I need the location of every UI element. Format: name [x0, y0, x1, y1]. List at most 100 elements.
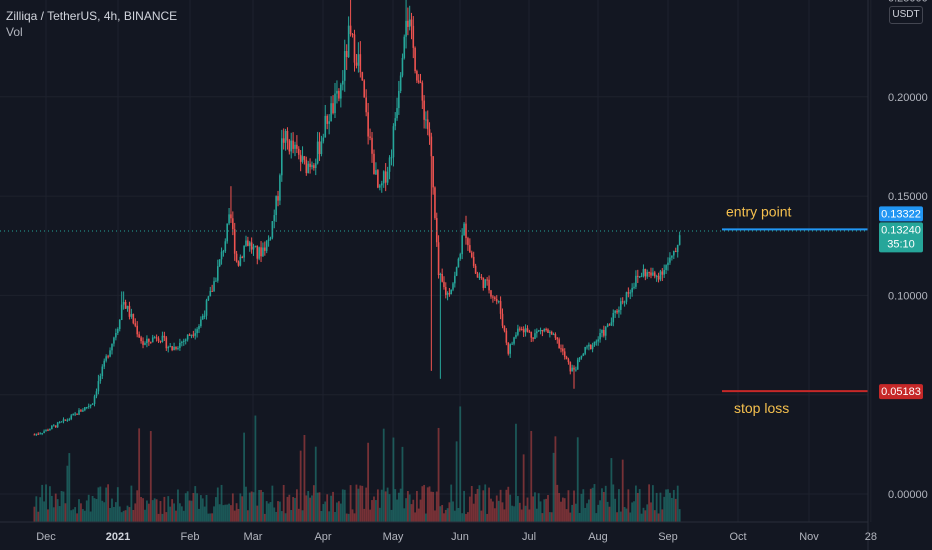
candle-body [465, 223, 467, 239]
volume-bar [128, 507, 131, 522]
candle-body [474, 265, 477, 274]
volume-bar [157, 513, 160, 522]
volume-bar [282, 484, 285, 522]
volume-bar [294, 497, 296, 522]
volume-bar [265, 501, 268, 522]
volume-bar [269, 502, 272, 522]
volume-bar [659, 492, 662, 522]
candle-body [450, 289, 453, 295]
volume-bar [173, 503, 175, 522]
candle-body [58, 422, 61, 424]
time-axis[interactable]: Dec 2021 Feb Mar Apr May Jun Jul Aug Sep Oct Nov 28 [36, 531, 877, 543]
candle-body [671, 255, 673, 258]
volume-bar [509, 494, 512, 522]
volume-bar [91, 495, 94, 522]
volume-bar [211, 513, 214, 522]
candle-body [665, 265, 667, 270]
candle-body [423, 100, 425, 120]
volume-bar [171, 499, 174, 522]
candle-body [157, 338, 160, 341]
candle-body [470, 252, 473, 257]
volume-bar [66, 465, 69, 522]
volume-bar [631, 502, 634, 522]
x-tick-label: 28 [865, 531, 877, 543]
volume-bar [627, 489, 630, 522]
candle-body [305, 159, 308, 174]
candle-body [488, 279, 490, 291]
volume-bar [586, 503, 588, 522]
volume-bar [503, 509, 506, 522]
volume-bar [384, 491, 387, 522]
volume-bar [357, 488, 360, 522]
candle-body [51, 425, 53, 430]
volume-bar [394, 489, 397, 522]
volume-bar [258, 490, 261, 522]
candle-body [519, 328, 521, 330]
candle-body [209, 290, 212, 297]
volume-bar [526, 497, 529, 522]
candle-body [132, 313, 135, 324]
volume-bar [552, 452, 555, 522]
volume-bar [301, 510, 304, 522]
candle-body [463, 223, 465, 236]
candle-body [165, 337, 168, 349]
volume-bar [146, 500, 148, 522]
candle-body [373, 153, 375, 175]
candle-body [357, 54, 360, 66]
volume-legend: Vol [6, 25, 23, 39]
volume-bar [576, 437, 579, 522]
volume-bar [80, 503, 82, 522]
volume-bar [530, 430, 533, 522]
volume-bar [89, 511, 92, 522]
candle-body [224, 241, 227, 252]
candle-body [66, 419, 69, 421]
candle-body [375, 170, 377, 175]
candle-body [294, 144, 296, 149]
candle-body [72, 413, 74, 416]
volume-bar [428, 486, 431, 522]
candle-body [667, 262, 669, 266]
candle-body [318, 141, 321, 155]
volume-bar [50, 495, 53, 522]
volume-bar [595, 513, 598, 522]
candlesticks [33, 0, 681, 437]
volume-bar [642, 507, 645, 522]
volume-bar [292, 497, 295, 522]
candle-body [54, 425, 57, 428]
candle-body [151, 337, 154, 343]
volume-bar [237, 508, 240, 522]
candle-body [307, 163, 310, 174]
volume-bar [421, 486, 424, 522]
candle-body [60, 421, 63, 423]
candle-body [250, 242, 253, 250]
candle-body [543, 328, 546, 332]
candle-body [273, 215, 276, 222]
candle-body [507, 342, 510, 354]
volume-bar [267, 503, 270, 522]
candle-body [599, 333, 601, 340]
candle-body [80, 410, 82, 412]
candle-body [459, 254, 462, 259]
candle-body [207, 296, 210, 301]
volume-bar [262, 492, 264, 522]
candle-body [603, 329, 605, 336]
candle-body [367, 112, 369, 137]
price-axis[interactable]: 0.000000.100000.150000.200000.250000.350… [888, 0, 928, 501]
candle-body [377, 170, 379, 188]
candle-body [386, 171, 389, 183]
candle-body [644, 268, 647, 277]
volume-bar [279, 501, 281, 522]
candle-body [62, 419, 65, 422]
volume-bar [678, 509, 681, 522]
volume-bar [68, 453, 71, 522]
volume-bar [550, 512, 553, 522]
volume-bar [254, 415, 257, 522]
volume-bar [599, 500, 601, 522]
volume-bar [619, 511, 622, 522]
currency-button[interactable]: USDT [889, 6, 923, 24]
candle-body [621, 301, 624, 303]
volume-bar [118, 506, 121, 522]
volume-bar [657, 513, 660, 522]
